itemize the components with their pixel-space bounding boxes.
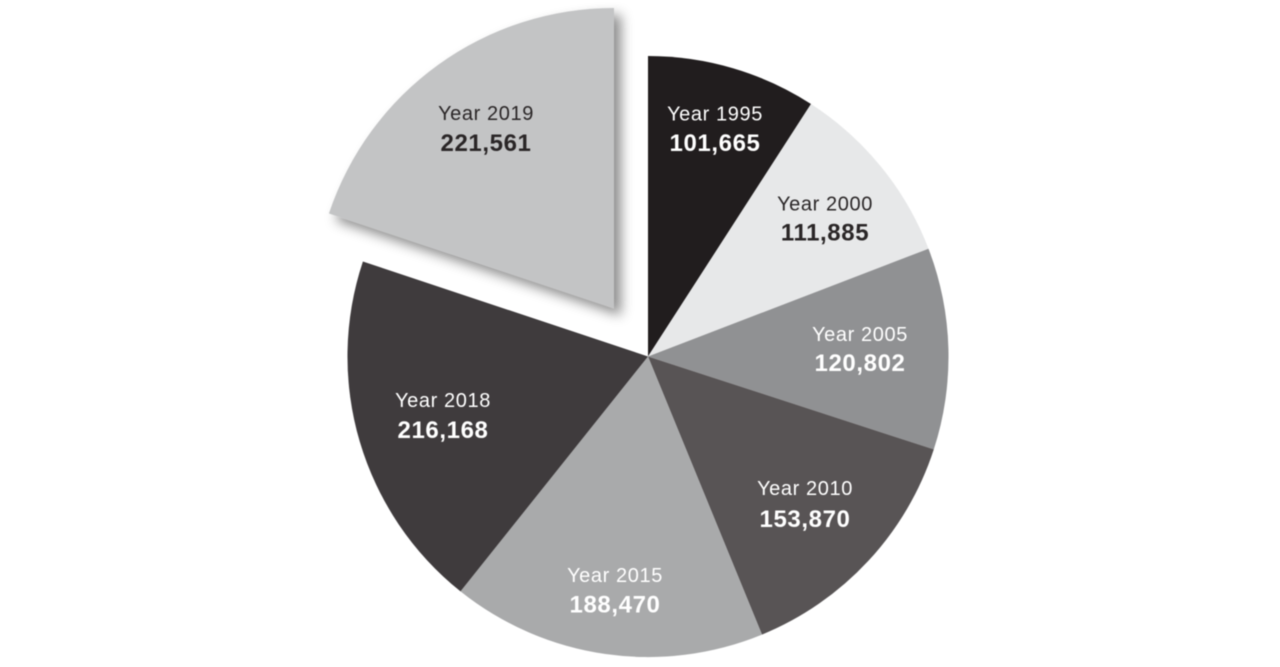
svg-text:Year 2005: Year 2005 <box>812 324 908 346</box>
svg-text:120,802: 120,802 <box>815 350 906 377</box>
svg-text:101,665: 101,665 <box>670 130 761 157</box>
svg-text:221,561: 221,561 <box>441 130 532 157</box>
svg-text:Year 2019: Year 2019 <box>438 103 534 125</box>
svg-text:Year 2015: Year 2015 <box>567 565 663 587</box>
svg-text:111,885: 111,885 <box>781 220 869 247</box>
svg-text:216,168: 216,168 <box>398 417 489 444</box>
svg-text:Year 2000: Year 2000 <box>777 194 873 216</box>
svg-text:188,470: 188,470 <box>570 592 661 619</box>
svg-text:Year 2018: Year 2018 <box>395 390 491 412</box>
svg-text:Year 1995: Year 1995 <box>667 104 763 126</box>
svg-text:Year 2010: Year 2010 <box>757 478 853 500</box>
svg-text:153,870: 153,870 <box>760 506 851 533</box>
